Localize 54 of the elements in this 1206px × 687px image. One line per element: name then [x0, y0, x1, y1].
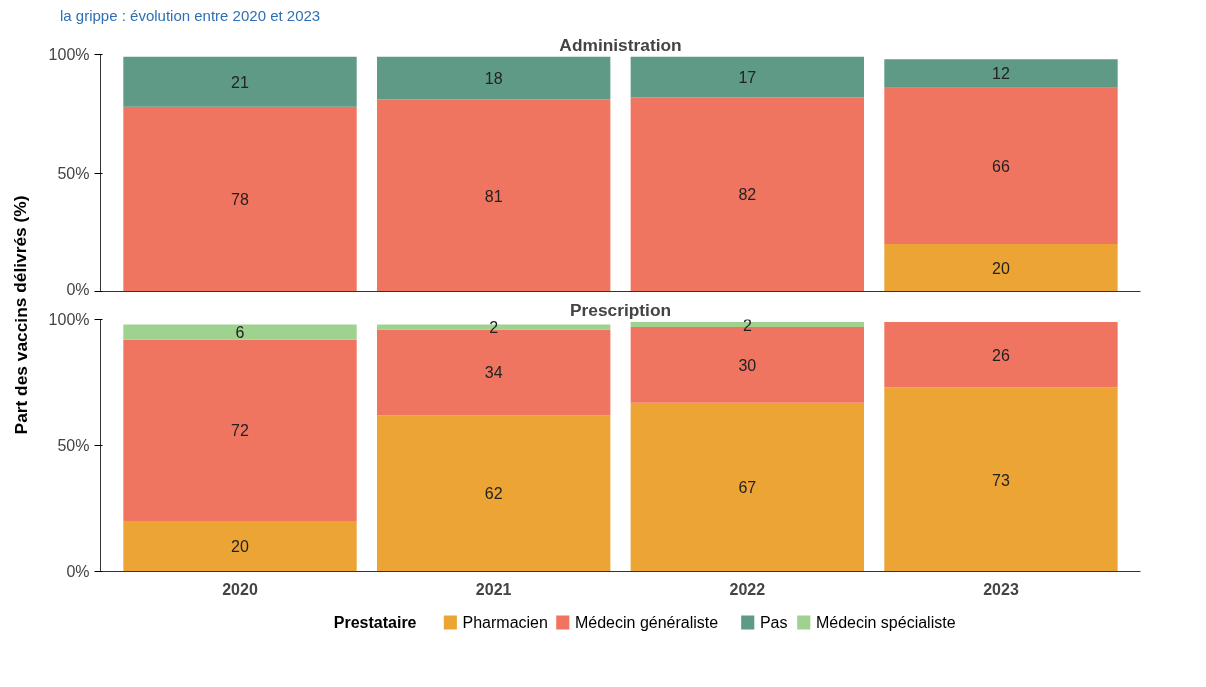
- bar: [884, 87, 1118, 245]
- y-tick-label: 100%: [48, 46, 90, 63]
- y-tick-label: 50%: [57, 437, 90, 454]
- y-axis-title: Part des vaccins délivrés (%): [10, 195, 31, 435]
- bar: [123, 521, 357, 572]
- legend-label: Médecin spécialiste: [815, 614, 956, 631]
- data-label: 17: [738, 69, 757, 87]
- data-label: 78: [231, 191, 250, 209]
- bar: [884, 244, 1118, 292]
- data-label: 20: [992, 259, 1010, 277]
- x-tick-label: 2021: [475, 580, 512, 598]
- data-label: 66: [992, 157, 1010, 175]
- bar: [123, 106, 357, 292]
- data-label: 82: [738, 186, 757, 204]
- y-tick-label: 0%: [66, 563, 90, 580]
- x-tick-label: 2023: [983, 580, 1019, 598]
- bar: [630, 97, 865, 292]
- data-label: 62: [484, 485, 503, 503]
- bar: [123, 56, 357, 107]
- data-label: 2: [489, 319, 499, 337]
- bar: [123, 339, 357, 522]
- bar: [123, 324, 357, 340]
- data-label: 18: [484, 70, 503, 88]
- data-label: 20: [231, 538, 250, 556]
- x-tick-label: 2020: [222, 580, 258, 598]
- legend-label: Pas: [759, 614, 788, 631]
- data-label: 26: [992, 346, 1010, 364]
- bar: [376, 415, 611, 572]
- legend-label: Médecin généraliste: [574, 614, 719, 631]
- y-tick-label: 0%: [66, 280, 90, 298]
- chart-title: Administration: [559, 34, 682, 55]
- bar: [376, 56, 611, 100]
- data-label: 12: [992, 65, 1010, 83]
- y-tick-label: 100%: [48, 311, 90, 328]
- data-label: 72: [231, 422, 250, 440]
- data-label: 73: [992, 471, 1010, 489]
- bar: [630, 402, 865, 572]
- bar: [884, 59, 1118, 88]
- bar: [884, 387, 1118, 572]
- bar: [630, 56, 865, 98]
- legend-label: Pharmacien: [462, 614, 548, 631]
- bar: [376, 99, 611, 292]
- data-label: 34: [484, 364, 503, 382]
- chart-title: Prescription: [569, 299, 672, 320]
- data-label: 67: [738, 479, 757, 497]
- x-tick-label: 2022: [729, 580, 766, 598]
- text: la grippe : évolution entre 2020 et 2023: [60, 6, 321, 26]
- data-label: 21: [231, 73, 250, 91]
- y-tick-label: 50%: [57, 164, 90, 182]
- legend-title: Prestataire: [333, 614, 417, 631]
- bar: [884, 322, 1118, 388]
- data-label: 30: [738, 356, 757, 374]
- data-label: 81: [484, 187, 503, 205]
- data-label: 6: [235, 324, 245, 342]
